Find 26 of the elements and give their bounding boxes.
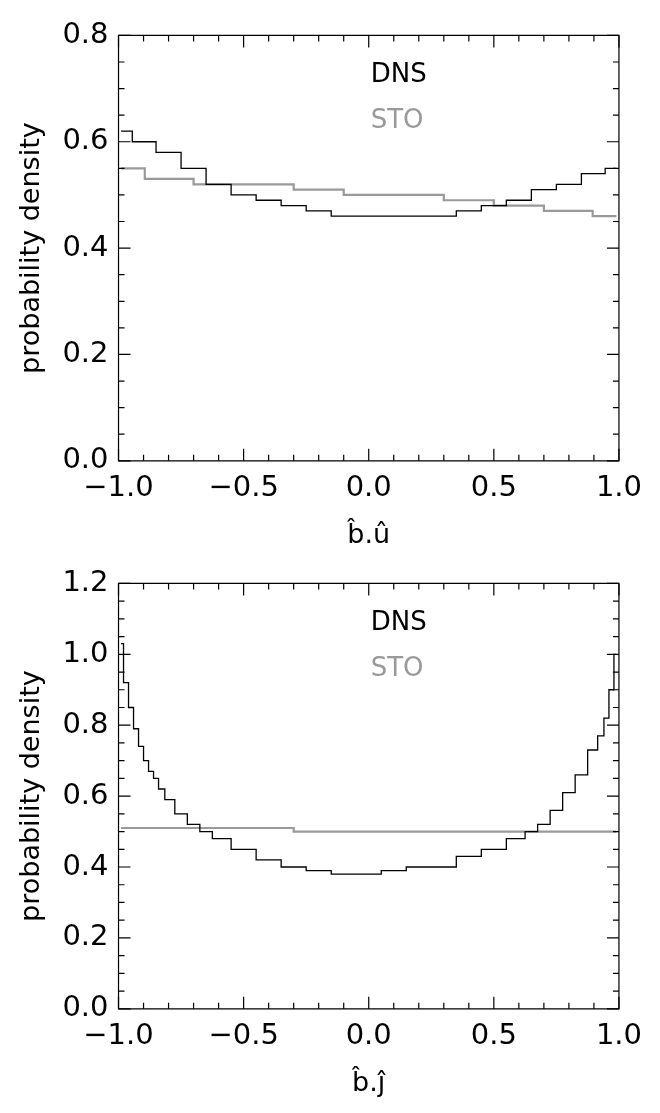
x-tick-label: 0.0 [345,468,392,503]
x-axis-title: b̂.ĵ [351,1065,386,1097]
y-tick-label: 0.8 [62,705,109,740]
x-tick-label: 0.0 [345,1016,392,1051]
y-tick-label: 0.6 [62,122,109,157]
y-tick-label: 0.2 [62,918,109,953]
y-tick-label: 0.2 [62,334,109,369]
y-tick-label: 1.2 [62,563,109,598]
text: STO [370,104,424,135]
x-tick-label: 0.5 [470,468,517,503]
x-tick-label: 0.5 [470,1016,517,1051]
x-tick-label: 1.0 [595,468,642,503]
legend-label: DNS [370,58,427,89]
y-tick-label: 1.0 [62,634,109,669]
text: STO [370,652,424,683]
y-axis-title: probability density [14,122,46,374]
y-tick-label: 0.4 [62,228,109,263]
y-axis-title: probability density [14,670,46,922]
x-tick-label: −0.5 [208,468,279,503]
x-tick-label: −0.5 [208,1016,279,1051]
y-tick-label: 0.4 [62,847,109,882]
y-tick-label: 0.8 [62,15,109,50]
y-tick-label: 0.6 [62,776,109,811]
x-tick-label: 1.0 [595,1016,642,1051]
x-axis-title: b̂.û [346,517,391,549]
legend-label: DNS [370,606,427,637]
